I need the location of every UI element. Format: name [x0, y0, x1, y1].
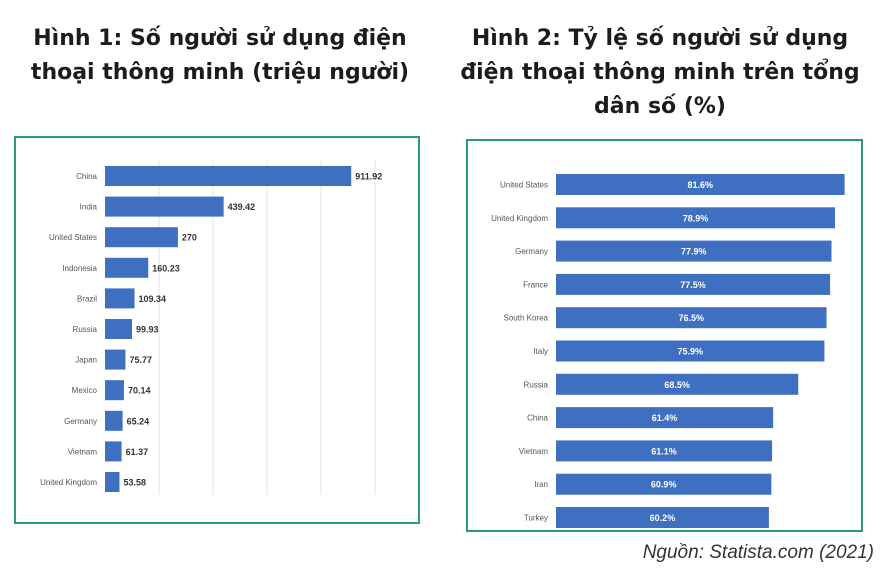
bar-china [556, 407, 774, 429]
bar-united-kingdom [556, 207, 836, 229]
value-label-south-korea: 76.5% [679, 313, 705, 323]
chart-1-frame: China 911.92 India 439.42 United States 270 In… [14, 136, 420, 524]
value-label-united-kingdom: 78.9% [683, 213, 709, 223]
category-label-iran: Iran [534, 480, 548, 489]
category-label-brazil: Brazil [77, 294, 97, 303]
value-label-italy: 75.9% [677, 347, 703, 357]
value-label-russia: 68.5% [664, 380, 690, 390]
value-label-indonesia: 160.23 [152, 263, 180, 273]
bar-indonesia [105, 257, 149, 278]
bar-germany [556, 240, 832, 262]
bar-south-korea [556, 307, 827, 329]
bar-mexico [105, 380, 124, 401]
source-note: Nguồn: Statista.com (2021) [642, 542, 874, 563]
bar-india [105, 196, 224, 217]
category-label-germany: Germany [64, 417, 97, 426]
bar-russia [556, 373, 799, 395]
category-label-vietnam: Vietnam [519, 447, 549, 456]
category-label-italy: Italy [533, 347, 548, 356]
bar-brazil [105, 288, 135, 309]
category-label-vietnam: Vietnam [68, 447, 98, 456]
bar-japan [105, 349, 126, 370]
bar-vietnam [105, 441, 122, 462]
value-label-united-states: 81.6% [688, 180, 714, 190]
value-label-france: 77.5% [680, 280, 706, 290]
value-label-united-states: 270 [182, 233, 197, 243]
figure-2-title: Hình 2: Tỷ lệ số người sử dụng điện thoạ… [460, 26, 860, 119]
bar-italy [556, 340, 825, 362]
category-label-india: India [80, 203, 98, 212]
category-label-china: China [76, 172, 97, 181]
chart-2-frame: United States 81.6% United Kingdom 78.9% Ger… [466, 139, 863, 532]
category-label-south-korea: South Korea [504, 314, 549, 323]
value-label-japan: 75.77 [129, 355, 152, 365]
category-label-mexico: Mexico [72, 386, 98, 395]
chart-2-smartphone-penetration: United States 81.6% United Kingdom 78.9% Ger… [491, 174, 845, 528]
value-label-turkey: 60.2% [650, 513, 676, 523]
bar-vietnam [556, 440, 773, 462]
value-label-united-kingdom: 53.58 [123, 478, 146, 488]
bar-united-states [105, 227, 178, 248]
value-label-germany: 65.24 [127, 416, 150, 426]
bar-france [556, 273, 831, 295]
value-label-vietnam: 61.1% [651, 446, 677, 456]
bar-iran [556, 473, 772, 495]
category-label-turkey: Turkey [524, 514, 548, 523]
value-label-iran: 60.9% [651, 480, 677, 490]
value-label-china: 911.92 [355, 172, 382, 182]
category-label-united-states: United States [49, 233, 97, 242]
category-label-russia: Russia [524, 380, 549, 389]
category-label-united-kingdom: United Kingdom [40, 478, 97, 487]
bar-russia [105, 319, 132, 339]
bar-united-kingdom [105, 472, 120, 492]
bar-china [105, 166, 352, 186]
category-label-germany: Germany [515, 247, 548, 256]
category-label-japan: Japan [75, 356, 97, 365]
value-label-russia: 99.93 [136, 325, 159, 335]
category-label-china: China [527, 414, 548, 423]
figure-1-title: Hình 1: Số người sử dụng điện thoại thôn… [30, 26, 410, 85]
category-label-united-kingdom: United Kingdom [491, 214, 548, 223]
category-label-united-states: United States [500, 181, 548, 190]
chart-1-smartphone-users: China 911.92 India 439.42 United States 270 In… [40, 160, 382, 495]
bar-united-states [556, 174, 845, 195]
value-label-china: 61.4% [652, 413, 678, 423]
value-label-brazil: 109.34 [139, 294, 167, 304]
bar-turkey [556, 507, 769, 528]
bar-germany [105, 410, 123, 431]
value-label-india: 439.42 [228, 202, 256, 212]
value-label-vietnam: 61.37 [126, 447, 149, 457]
value-label-mexico: 70.14 [128, 386, 151, 396]
category-label-france: France [523, 280, 548, 289]
category-label-russia: Russia [73, 325, 98, 334]
category-label-indonesia: Indonesia [62, 264, 97, 273]
value-label-germany: 77.9% [681, 247, 707, 257]
